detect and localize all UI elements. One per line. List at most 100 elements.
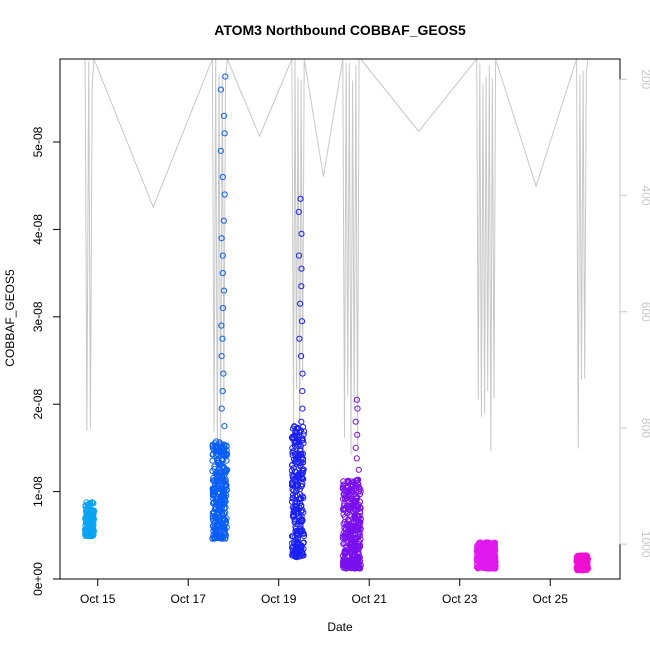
data-point <box>220 287 228 294</box>
data-point <box>357 519 364 526</box>
x-tick-label: Oct 17 <box>171 592 207 606</box>
pressure-line <box>84 57 589 456</box>
data-point <box>342 492 349 500</box>
x-tick-label: Oct 15 <box>80 592 116 606</box>
data-point <box>221 130 228 137</box>
data-point <box>222 481 229 488</box>
data-point <box>356 525 363 532</box>
data-point <box>353 455 360 462</box>
data-point <box>345 554 352 561</box>
y2-tick-label: 600 <box>639 302 650 322</box>
y-tick-label: 3e-08 <box>31 301 45 332</box>
data-point <box>88 512 95 519</box>
data-point <box>343 544 350 551</box>
data-point <box>222 73 229 80</box>
data-point <box>300 431 307 438</box>
data-point <box>293 510 300 517</box>
data-point <box>289 474 296 481</box>
data-point <box>219 252 226 259</box>
data-point <box>220 112 227 119</box>
data-point <box>297 523 304 530</box>
data-point <box>213 438 220 445</box>
data-point <box>298 318 306 325</box>
flight-series <box>82 499 98 540</box>
data-point <box>582 552 589 559</box>
data-point <box>217 442 225 449</box>
data-point <box>491 548 498 555</box>
data-point <box>82 515 90 523</box>
data-points <box>82 73 592 574</box>
data-point <box>339 552 346 559</box>
x-axis-label: Date <box>327 620 353 634</box>
data-point <box>352 418 359 425</box>
data-point <box>220 217 227 224</box>
data-point <box>298 283 305 290</box>
data-point <box>484 540 491 547</box>
y-tick-label: 4e-08 <box>31 214 45 245</box>
y-axis: 0e+00 1e-08 2e-08 3e-08 4e-08 5e-08 <box>31 126 61 596</box>
data-point <box>298 353 305 360</box>
data-point <box>343 526 350 533</box>
data-point <box>352 444 359 451</box>
data-point <box>342 564 349 571</box>
data-point <box>218 521 225 528</box>
data-point <box>299 456 306 463</box>
data-point <box>483 565 490 572</box>
flight-series <box>288 195 308 561</box>
data-point <box>291 439 298 446</box>
data-point <box>299 550 306 557</box>
data-point <box>296 504 303 511</box>
data-point <box>212 506 219 513</box>
data-point <box>298 418 305 425</box>
data-point <box>210 477 217 484</box>
data-point <box>210 495 217 502</box>
data-point <box>219 388 226 395</box>
data-point <box>212 513 219 520</box>
data-point <box>289 445 296 452</box>
data-point <box>583 560 590 568</box>
data-point <box>487 541 494 548</box>
data-point <box>355 540 362 548</box>
data-point <box>211 534 218 541</box>
data-point <box>300 494 307 501</box>
data-point <box>354 405 361 412</box>
data-point <box>292 432 299 439</box>
data-point <box>293 553 300 561</box>
data-point <box>215 480 222 487</box>
pressure-lines <box>84 57 589 456</box>
data-point <box>221 477 229 484</box>
data-point <box>488 559 495 566</box>
data-point <box>293 451 300 458</box>
data-point <box>218 322 225 329</box>
data-point <box>297 500 304 507</box>
data-point <box>347 486 354 493</box>
data-point <box>292 493 299 500</box>
data-point <box>345 516 352 523</box>
data-point <box>289 552 296 559</box>
data-point <box>296 335 303 342</box>
data-point <box>220 370 227 377</box>
data-point <box>218 535 225 542</box>
data-point <box>295 208 302 215</box>
data-point <box>216 471 223 478</box>
data-point <box>353 477 360 484</box>
plot-frame <box>59 58 621 580</box>
data-point <box>575 557 583 564</box>
data-point <box>340 506 347 513</box>
data-point <box>213 445 220 452</box>
x-tick-label: Oct 19 <box>261 592 297 606</box>
data-point <box>478 546 485 553</box>
data-point <box>215 478 222 485</box>
data-point <box>355 513 362 520</box>
data-point <box>354 431 361 438</box>
data-point <box>340 506 347 513</box>
data-point <box>219 305 227 312</box>
data-point <box>214 523 221 531</box>
data-point <box>220 486 227 493</box>
data-point <box>221 423 228 430</box>
flight-series <box>473 539 499 572</box>
data-point <box>298 265 305 272</box>
data-point <box>298 459 305 466</box>
data-point <box>219 173 226 181</box>
